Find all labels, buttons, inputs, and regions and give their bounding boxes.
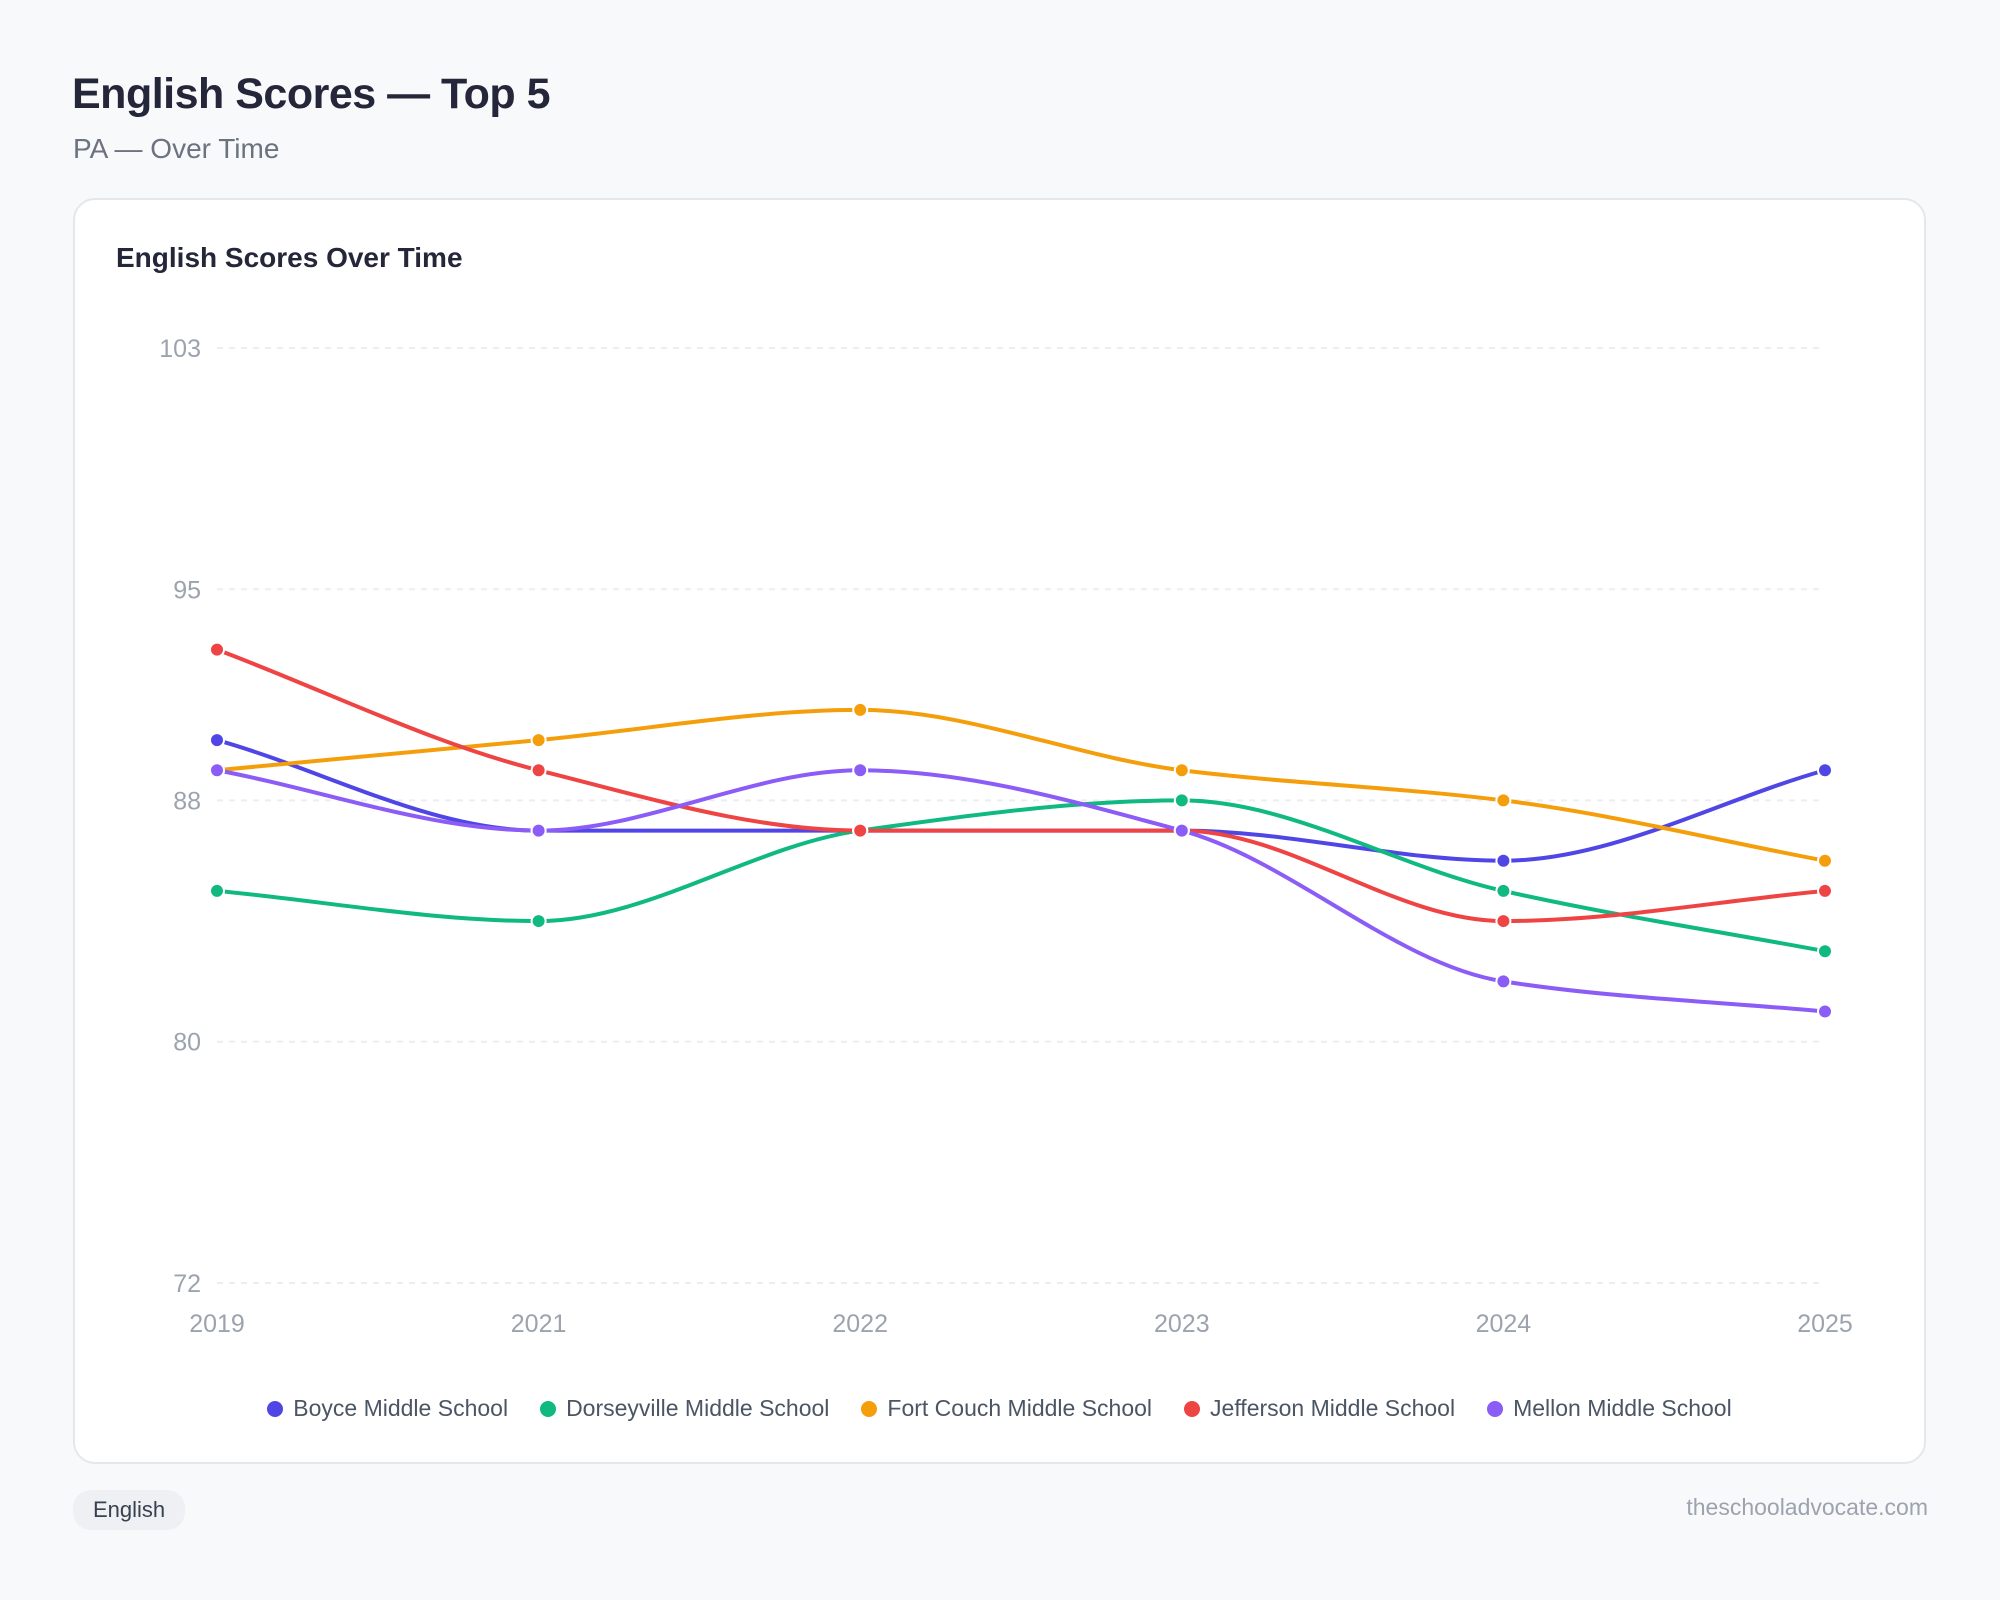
y-tick-label: 95 <box>173 576 201 604</box>
legend-item[interactable]: Mellon Middle School <box>1487 1395 1732 1422</box>
y-axis-ticks: 72 80 88 95 103 <box>159 335 201 1298</box>
legend-label: Fort Couch Middle School <box>887 1395 1153 1421</box>
data-point[interactable] <box>1173 792 1190 809</box>
legend-swatch <box>1487 1400 1504 1417</box>
grid-lines <box>217 347 1825 1284</box>
data-point[interactable] <box>530 822 547 839</box>
legend-swatch <box>861 1400 878 1417</box>
y-tick-label: 88 <box>173 787 201 815</box>
y-tick-label: 103 <box>159 335 201 363</box>
data-point[interactable] <box>530 732 547 749</box>
legend-swatch <box>1184 1400 1201 1417</box>
data-point[interactable] <box>1495 913 1512 930</box>
data-point[interactable] <box>530 913 547 930</box>
x-tick-label: 2023 <box>1154 1310 1210 1338</box>
y-tick-label: 80 <box>173 1029 201 1057</box>
legend-label: Jefferson Middle School <box>1210 1395 1456 1421</box>
series-line <box>215 798 1827 954</box>
data-point[interactable] <box>1495 882 1512 899</box>
site-credit: theschooladvocate.com <box>1686 1494 1928 1520</box>
data-point[interactable] <box>1817 1003 1833 1020</box>
legend-swatch <box>540 1400 557 1417</box>
data-point[interactable] <box>1173 762 1190 779</box>
subject-tag[interactable]: English <box>73 1490 186 1530</box>
x-axis-ticks: 2019 2021 2022 2023 2024 2025 <box>189 1310 1853 1338</box>
data-point[interactable] <box>1495 852 1512 869</box>
legend-label: Mellon Middle School <box>1513 1395 1732 1421</box>
data-point[interactable] <box>1817 882 1833 899</box>
chart-title: English Scores Over Time <box>116 242 463 273</box>
data-point[interactable] <box>1173 822 1190 839</box>
series-line <box>215 768 1827 1014</box>
series-line <box>215 707 1827 863</box>
data-point[interactable] <box>209 641 225 658</box>
legend-label: Boyce Middle School <box>293 1395 509 1421</box>
legend-item[interactable]: Boyce Middle School <box>267 1395 508 1422</box>
data-point[interactable] <box>1495 792 1512 809</box>
legend-item[interactable]: Jefferson Middle School <box>1184 1395 1455 1422</box>
data-point[interactable] <box>852 822 869 839</box>
data-point[interactable] <box>1817 943 1833 960</box>
data-point[interactable] <box>1817 852 1833 869</box>
data-point[interactable] <box>852 701 869 718</box>
page-title: English Scores — Top 5 <box>72 70 551 118</box>
data-point[interactable] <box>209 762 225 779</box>
x-tick-label: 2025 <box>1797 1310 1853 1338</box>
data-point[interactable] <box>1495 973 1512 990</box>
chart-card: English Scores Over Time 72 80 88 95 103 201… <box>73 198 1926 1464</box>
chart-legend: Boyce Middle School Dorseyville Middle Sc… <box>75 1395 1924 1422</box>
series-lines <box>215 647 1827 1014</box>
series-line <box>215 647 1827 924</box>
legend-item[interactable]: Dorseyville Middle School <box>540 1395 829 1422</box>
data-point[interactable] <box>209 732 225 749</box>
legend-swatch <box>267 1400 284 1417</box>
x-tick-label: 2019 <box>189 1310 245 1338</box>
data-point[interactable] <box>852 762 869 779</box>
data-point[interactable] <box>530 762 547 779</box>
data-point[interactable] <box>209 882 225 899</box>
legend-item[interactable]: Fort Couch Middle School <box>861 1395 1152 1422</box>
page-subtitle: PA — Over Time <box>73 133 280 164</box>
x-tick-label: 2022 <box>832 1310 888 1338</box>
x-tick-label: 2024 <box>1476 1310 1532 1338</box>
x-tick-label: 2021 <box>511 1310 567 1338</box>
data-point[interactable] <box>1817 762 1833 779</box>
y-tick-label: 72 <box>173 1270 201 1298</box>
line-chart: 72 80 88 95 103 2019 2021 2022 2023 2024 2025 <box>159 335 1853 1338</box>
series-points <box>209 641 1833 1020</box>
legend-label: Dorseyville Middle School <box>566 1395 830 1421</box>
